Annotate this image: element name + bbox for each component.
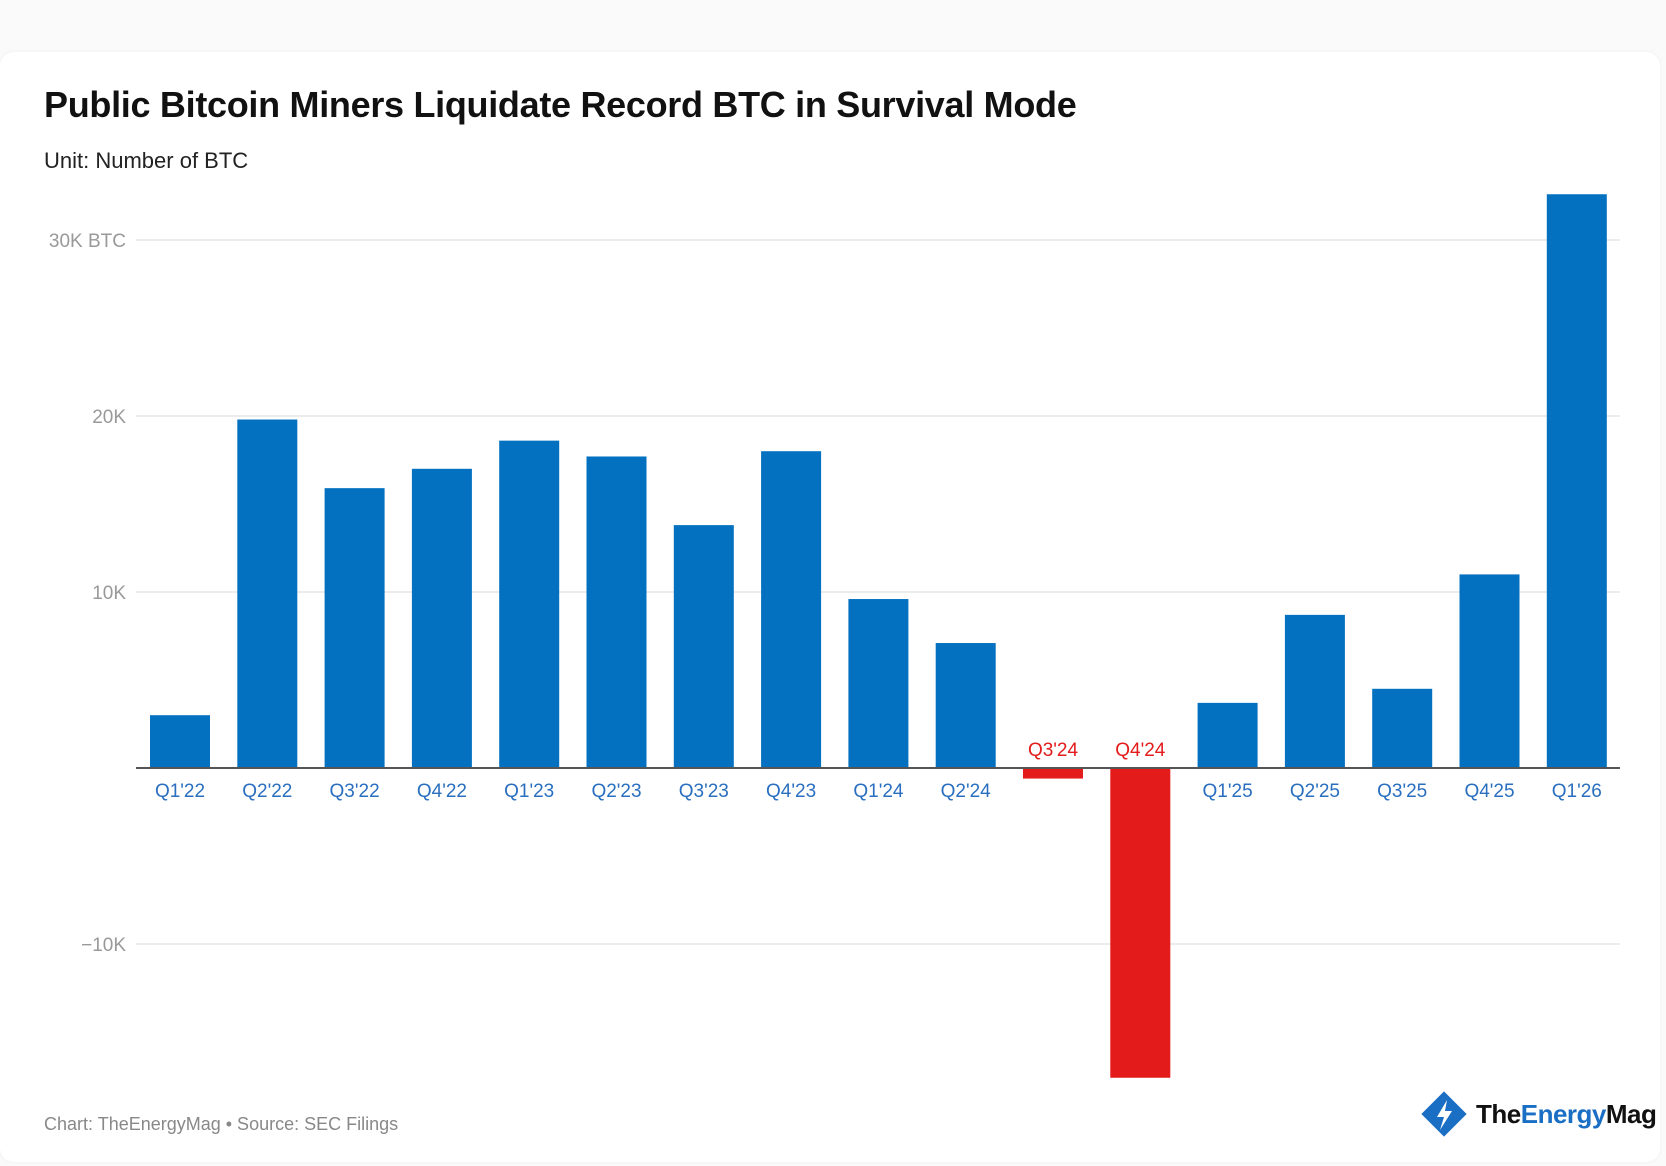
bar-Q1'26 [1546,194,1607,769]
bar-Q2'25 [1284,614,1345,768]
x-tick-label: Q3'22 [330,781,380,802]
bar-Q2'24 [935,643,996,768]
y-tick-label: −10K [81,935,126,956]
bar-Q1'22 [150,715,210,768]
x-tick-label: Q3'23 [679,781,729,802]
x-tick-label: Q2'23 [591,781,641,802]
bar-Q3'25 [1372,688,1433,768]
bar-Q1'25 [1197,702,1258,768]
x-tick-label: Q1'23 [504,781,554,802]
x-tick-label: Q4'23 [766,781,816,802]
x-tick-label: Q2'22 [242,781,292,802]
bar-Q2'22 [237,419,298,768]
y-tick-label: 10K [92,583,126,604]
x-tick-label: Q3'25 [1377,781,1427,802]
y-tick-label: 30K BTC [49,231,126,252]
x-tick-label: Q4'22 [417,781,467,802]
chart-title: Public Bitcoin Miners Liquidate Record B… [44,84,1077,125]
x-tick-label: Q1'26 [1552,781,1602,802]
chart-source: Chart: TheEnergyMag • Source: SEC Filing… [44,1114,399,1134]
bar-Q1'24 [848,599,909,768]
bar-Q4'24 [1110,768,1171,1078]
bar-Q4'22 [411,468,472,768]
brand-logo: TheEnergyMag [1418,1088,1657,1140]
bar-Q3'22 [324,488,385,768]
x-tick-label: Q1'24 [853,781,904,802]
chart-subtitle: Unit: Number of BTC [44,148,249,173]
x-tick-label: Q2'25 [1290,781,1340,802]
x-tick-label: Q4'25 [1464,781,1514,802]
bar-Q1'23 [499,440,560,768]
logo-text: TheEnergyMag [1476,1098,1657,1129]
y-tick-label: 20K [92,407,126,428]
x-tick-label: Q1'22 [155,781,205,802]
bar-Q3'23 [673,525,734,768]
lightning-diamond-icon [1421,1091,1467,1137]
x-tick-label: Q4'24 [1115,740,1166,761]
x-tick-label: Q3'24 [1028,740,1079,761]
bar-Q4'23 [761,451,822,768]
bar-Q3'24 [1023,768,1083,779]
x-tick-label: Q2'24 [941,781,992,802]
bar-Q2'23 [586,456,647,768]
bar-Q4'25 [1459,574,1520,768]
x-tick-label: Q1'25 [1203,781,1253,802]
